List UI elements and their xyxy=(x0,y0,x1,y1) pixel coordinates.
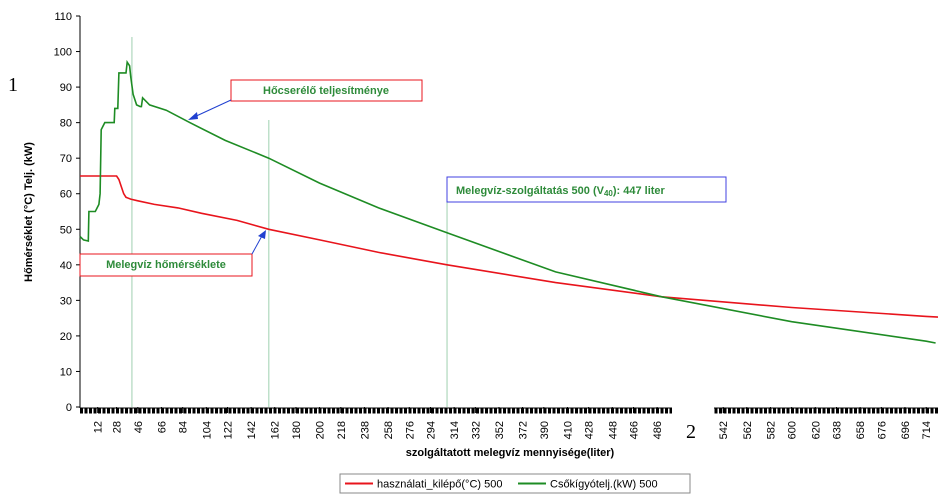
x-tick-label: 676 xyxy=(876,421,888,439)
y-tick-label: 10 xyxy=(60,366,72,378)
x-tick-label: 714 xyxy=(921,421,933,439)
y-tick-label: 50 xyxy=(60,224,72,236)
arrowhead xyxy=(258,230,266,239)
x-tick-label: 238 xyxy=(359,421,371,439)
y-tick-label: 40 xyxy=(60,260,72,272)
y-tick-label: 90 xyxy=(60,82,72,94)
x-tick-label: 390 xyxy=(539,421,551,439)
y-axis-label: Hőmérséklet (°C) Telj. (kW) xyxy=(23,142,35,282)
legend-label: Csőkígyótelj.(kW) 500 xyxy=(550,479,658,491)
x-tick-label: 258 xyxy=(383,421,395,439)
y-tick-label: 100 xyxy=(54,47,72,59)
annotation-box xyxy=(230,79,423,102)
series-line xyxy=(80,175,938,318)
x-tick-label: 696 xyxy=(900,421,912,439)
x-tick-label: 428 xyxy=(584,421,596,439)
marker-label: 1 xyxy=(8,74,18,96)
x-tick-label: 352 xyxy=(494,421,506,439)
x-axis-label: szolgáltatott melegvíz mennyisége(liter) xyxy=(406,447,615,459)
y-tick-label: 30 xyxy=(60,295,72,307)
y-tick-label: 20 xyxy=(60,331,72,343)
annotation-box xyxy=(79,253,253,277)
x-tick-label: 66 xyxy=(156,421,168,433)
y-tick-label: 80 xyxy=(60,118,72,130)
x-tick-label: 658 xyxy=(855,421,867,439)
x-tick-label: 448 xyxy=(607,421,619,439)
annotation: Melegvíz-szolgáltatás 500 (V40): 447 lit… xyxy=(456,185,666,198)
y-tick-label: 110 xyxy=(54,11,72,23)
x-tick-label: 582 xyxy=(765,421,777,439)
y-tick-label: 60 xyxy=(60,189,72,201)
legend xyxy=(339,473,691,494)
legend-label: használati_kilépő(°C) 500 xyxy=(377,479,502,491)
x-tick-label: 600 xyxy=(787,421,799,439)
x-tick-label: 122 xyxy=(223,421,235,439)
x-tick-label: 12 xyxy=(93,421,105,433)
x-tick-label: 46 xyxy=(133,421,145,433)
x-tick-label: 200 xyxy=(315,421,327,439)
x-tick-label: 486 xyxy=(652,421,664,439)
x-tick-label: 410 xyxy=(562,421,574,439)
x-tick-label: 84 xyxy=(178,421,190,433)
y-tick-label: 70 xyxy=(60,153,72,165)
x-tick-label: 542 xyxy=(718,421,730,439)
x-tick-label: 638 xyxy=(832,421,844,439)
x-tick-label: 294 xyxy=(426,421,438,439)
x-tick-label: 104 xyxy=(201,421,213,439)
x-tick-label: 162 xyxy=(270,421,282,439)
x-tick-label: 314 xyxy=(449,421,461,439)
x-tick-label: 620 xyxy=(810,421,822,439)
x-tick-label: 180 xyxy=(291,421,303,439)
annotation-arrow xyxy=(191,99,232,119)
arrowhead xyxy=(188,112,198,120)
annotation: Hőcserélő teljesítménye xyxy=(263,85,389,97)
x-tick-label: 466 xyxy=(629,421,641,439)
x-tick-label: 332 xyxy=(470,421,482,439)
series-line xyxy=(79,59,936,344)
annotation: Melegvíz hőmérséklete xyxy=(106,259,226,271)
x-tick-label: 28 xyxy=(112,421,124,433)
marker-label: 2 xyxy=(686,421,696,443)
x-tick-label: 372 xyxy=(518,421,530,439)
x-tick-label: 562 xyxy=(742,421,754,439)
marker-box xyxy=(672,406,714,446)
y-tick-label: 0 xyxy=(66,402,72,414)
x-tick-label: 276 xyxy=(404,421,416,439)
annotation-box xyxy=(446,176,727,203)
x-tick-label: 218 xyxy=(336,421,348,439)
x-tick-label: 142 xyxy=(246,421,258,439)
